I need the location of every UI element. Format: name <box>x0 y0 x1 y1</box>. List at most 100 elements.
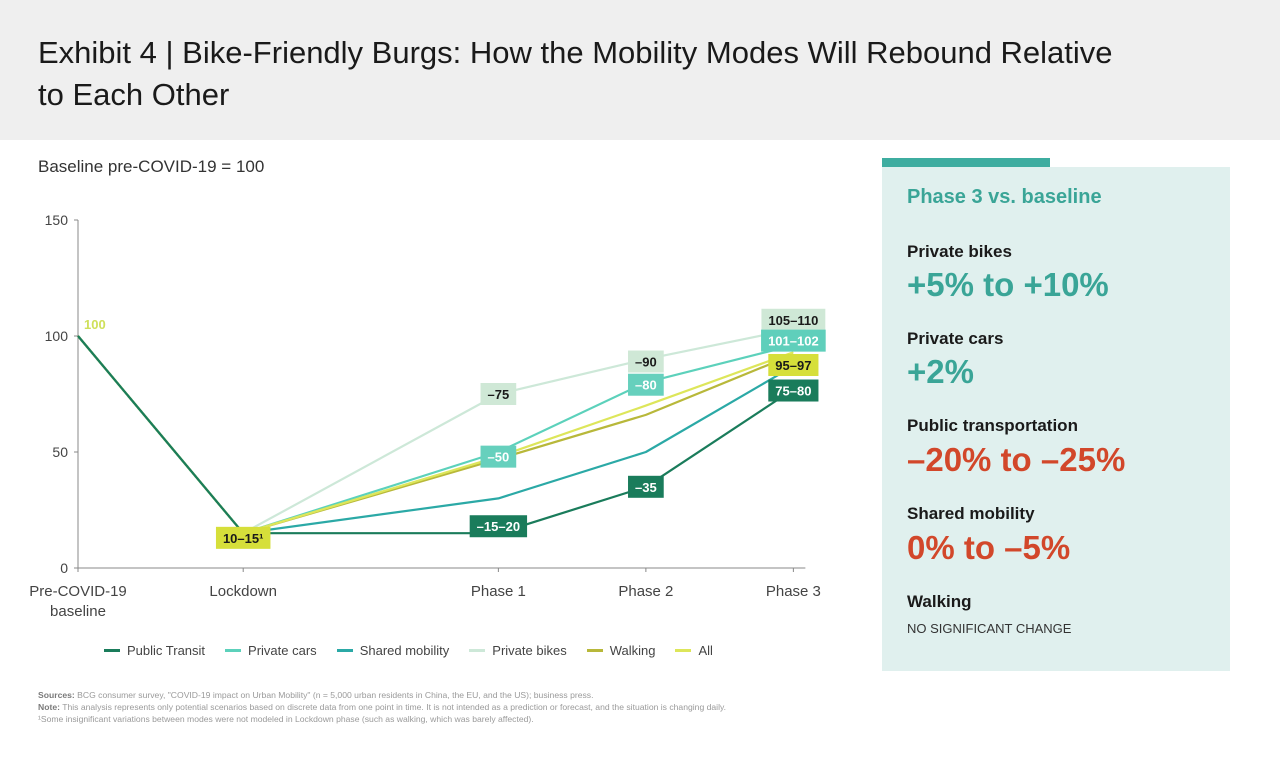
data-label-box <box>768 379 819 402</box>
data-label-box <box>215 526 271 549</box>
data-label-text: –90 <box>635 355 657 370</box>
footnotes: Sources: BCG consumer survey, "COVID-19 … <box>38 689 1038 725</box>
series-line-shared-mobility <box>77 335 794 535</box>
data-label-text: –50 <box>488 450 510 465</box>
data-label-box <box>628 350 664 373</box>
panel-value-private-cars: +2% <box>907 353 974 390</box>
x-category-label: Pre-COVID-19 baseline <box>29 583 127 620</box>
data-label: –80 <box>628 373 664 396</box>
chart-series-lines <box>77 327 794 535</box>
chart-axes: 0 50 100 150 Pre-COVID-19 baseline Lockdown Pha… <box>29 212 821 620</box>
series-line-private-bikes <box>77 327 794 535</box>
legend-item-public-transit: Public Transit <box>104 643 205 658</box>
y-tick-label: 50 <box>52 444 68 460</box>
data-label: –15–20 <box>469 515 528 538</box>
data-label: –75 <box>480 383 517 405</box>
panel-title: Phase 3 vs. baseline <box>907 186 1102 208</box>
footnote-sources-text: BCG consumer survey, "COVID-19 impact on… <box>77 690 594 700</box>
x-category-label-line: Phase 1 <box>471 583 526 600</box>
legend-swatch <box>336 649 353 652</box>
data-label: –35 <box>628 475 664 498</box>
x-category-label-line: Pre-COVID-19 <box>29 583 127 600</box>
data-label-box <box>628 373 664 396</box>
header-band <box>0 0 1280 140</box>
chart-data-labels: 100 10–15¹ –15–20 –50 –75 –35 –80 –90 105–110 101… <box>84 308 826 549</box>
x-category-label-line: Phase 2 <box>618 583 673 600</box>
footnote-note-text: This analysis represents only potential … <box>62 702 727 712</box>
series-line-walking <box>77 335 794 535</box>
data-label-box <box>768 354 819 376</box>
legend-swatch <box>225 649 242 652</box>
legend-label: Shared mobility <box>359 643 450 658</box>
data-label-text: –15–20 <box>477 519 520 534</box>
data-label-text: 105–110 <box>768 313 818 328</box>
panel-mode-public-transportation: Public transportation <box>907 416 1078 435</box>
exhibit-title: Exhibit 4 | Bike-Friendly Burgs: How the… <box>38 35 1113 112</box>
y-tick-label: 150 <box>45 212 69 228</box>
panel-accent-bar <box>882 158 1050 167</box>
footnote-sources: Sources: BCG consumer survey, "COVID-19 … <box>38 689 1038 701</box>
legend-item-walking: Walking <box>586 643 656 658</box>
panel-note-walking: NO SIGNIFICANT CHANGE <box>907 621 1072 636</box>
phase3-summary-panel <box>882 167 1230 671</box>
data-label-box <box>761 329 826 352</box>
data-label-text: 95–97 <box>775 358 811 373</box>
data-label-box <box>480 383 517 405</box>
legend-label: Private cars <box>248 643 317 658</box>
x-category-label: Phase 3 <box>766 583 821 600</box>
line-chart: 0 50 100 150 Pre-COVID-19 baseline Lockdown Pha… <box>29 212 826 620</box>
legend-label: Walking <box>609 643 656 658</box>
data-label-text: –35 <box>635 480 657 495</box>
legend-swatch <box>586 649 603 652</box>
data-label-text: 101–102 <box>768 334 819 349</box>
legend-label: All <box>698 643 713 658</box>
legend-item-shared-mobility: Shared mobility <box>336 643 450 658</box>
data-label: –90 <box>628 350 664 373</box>
x-category-label-line: Lockdown <box>209 583 277 600</box>
baseline-note: Baseline pre-COVID-19 = 100 <box>38 157 265 176</box>
series-line-public-transit <box>77 335 794 535</box>
chart-legend: Public Transit Private cars Shared mobilit… <box>104 643 713 658</box>
x-category-label: Lockdown <box>209 583 277 600</box>
data-label-box <box>628 475 664 498</box>
panel-value-shared-mobility: 0% to –5% <box>907 529 1071 566</box>
data-label-box <box>469 515 528 538</box>
legend-item-private-bikes: Private bikes <box>469 643 567 658</box>
footnote-note: Note: This analysis represents only pote… <box>38 701 1038 713</box>
footnote-note-label: Note: <box>38 702 60 712</box>
y-tick-label: 100 <box>45 328 69 344</box>
start-value-label: 100 <box>84 317 106 332</box>
panel-mode-shared-mobility: Shared mobility <box>907 504 1035 523</box>
panel-mode-private-bikes: Private bikes <box>907 242 1012 261</box>
data-label-box <box>761 308 826 331</box>
data-label-text: 10–15¹ <box>223 531 263 546</box>
data-label-text: –75 <box>488 387 510 402</box>
legend-label: Public Transit <box>127 643 206 658</box>
x-category-label-line: Phase 3 <box>766 583 821 600</box>
data-label: –50 <box>480 445 517 468</box>
x-category-label: Phase 1 <box>471 583 526 600</box>
data-label: 105–110 <box>761 308 826 331</box>
data-label-box <box>480 445 517 468</box>
legend-label: Private bikes <box>492 643 567 658</box>
panel-value-public-transportation: –20% to –25% <box>907 441 1126 478</box>
data-label: 101–102 <box>761 329 826 352</box>
data-label: 75–80 <box>768 379 819 402</box>
data-label-text: –80 <box>635 378 657 393</box>
data-label-text: 75–80 <box>775 384 811 399</box>
panel-mode-private-cars: Private cars <box>907 329 1004 348</box>
data-label: 10–15¹ <box>215 526 271 549</box>
panel-mode-walking: Walking <box>907 592 972 611</box>
legend-swatch <box>675 649 692 652</box>
legend-item-all: All <box>675 643 713 658</box>
series-line-all <box>77 335 794 535</box>
footnote-sources-label: Sources: <box>38 690 75 700</box>
series-line-private-cars <box>77 335 794 535</box>
x-category-label: Phase 2 <box>618 583 673 600</box>
legend-swatch <box>104 649 120 652</box>
x-category-label-line: baseline <box>50 603 106 620</box>
panel-value-private-bikes: +5% to +10% <box>907 266 1109 303</box>
data-label: 95–97 <box>768 354 819 376</box>
legend-swatch <box>469 649 486 652</box>
footnote-1: ¹Some insignificant variations between m… <box>38 714 534 724</box>
